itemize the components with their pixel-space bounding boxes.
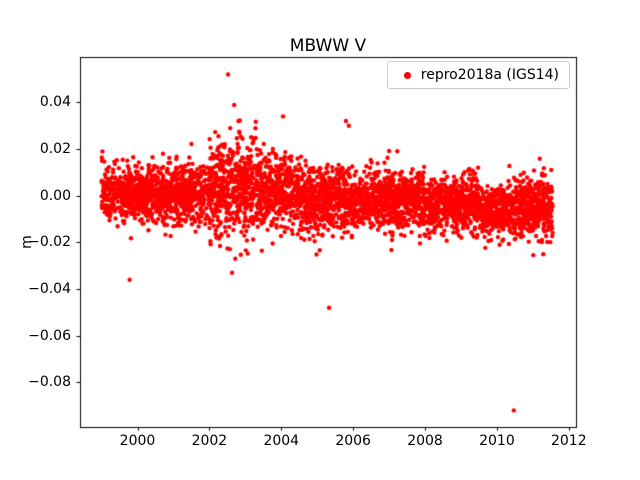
legend-label: repro2018a (IGS14)	[420, 67, 559, 83]
chart-title: MBWW V	[289, 36, 367, 56]
y-tick-label: −0.04	[28, 281, 71, 298]
y-tick-label: −0.02	[28, 234, 71, 251]
y-tick-label: 0.02	[39, 141, 71, 158]
x-tick-label: 2012	[550, 433, 587, 449]
x-tick-label: 2006	[335, 433, 371, 449]
x-tick-label: 2004	[263, 433, 300, 449]
x-tick-label: 2008	[407, 433, 443, 449]
y-tick-label: 0.04	[39, 94, 71, 111]
y-tick-label: −0.06	[28, 327, 71, 344]
y-tick-label: 0.00	[39, 187, 71, 204]
x-tick-label: 2010	[479, 433, 515, 449]
x-tick-label: 2000	[119, 433, 156, 449]
legend-marker-dot	[403, 71, 411, 79]
x-tick-label: 2002	[191, 433, 228, 449]
y-tick-label: −0.08	[28, 374, 71, 391]
legend: repro2018a (IGS14)	[386, 61, 570, 89]
